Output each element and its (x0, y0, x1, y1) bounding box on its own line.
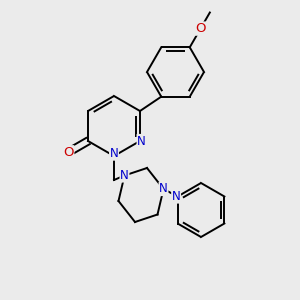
Text: N: N (137, 134, 146, 148)
Text: N: N (120, 169, 129, 182)
Text: N: N (110, 147, 118, 160)
Text: O: O (195, 22, 206, 35)
Text: N: N (159, 182, 168, 196)
Text: O: O (63, 146, 74, 159)
Text: N: N (172, 190, 181, 203)
